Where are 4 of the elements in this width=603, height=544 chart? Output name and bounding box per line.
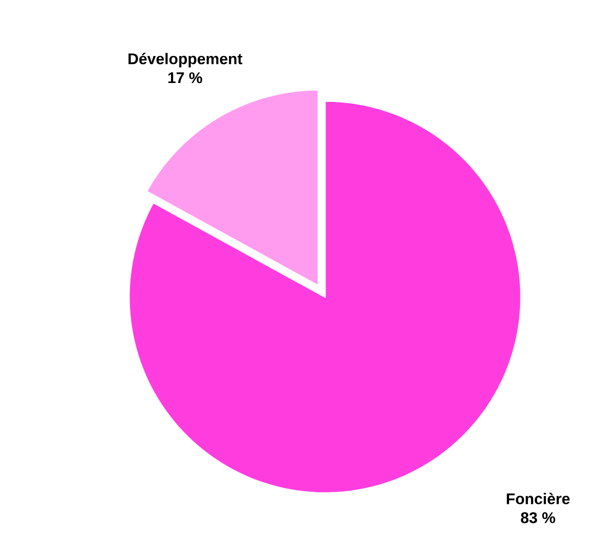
data-label: 83 % [520, 512, 556, 524]
slice-label: Développement [128, 52, 242, 68]
slice-label: Foncière [506, 492, 570, 504]
data-label: 17 % [168, 72, 202, 84]
